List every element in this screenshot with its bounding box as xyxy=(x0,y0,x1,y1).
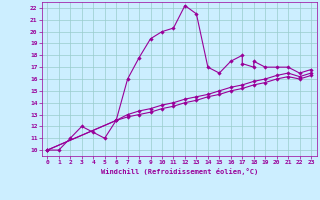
X-axis label: Windchill (Refroidissement éolien,°C): Windchill (Refroidissement éolien,°C) xyxy=(100,168,258,175)
